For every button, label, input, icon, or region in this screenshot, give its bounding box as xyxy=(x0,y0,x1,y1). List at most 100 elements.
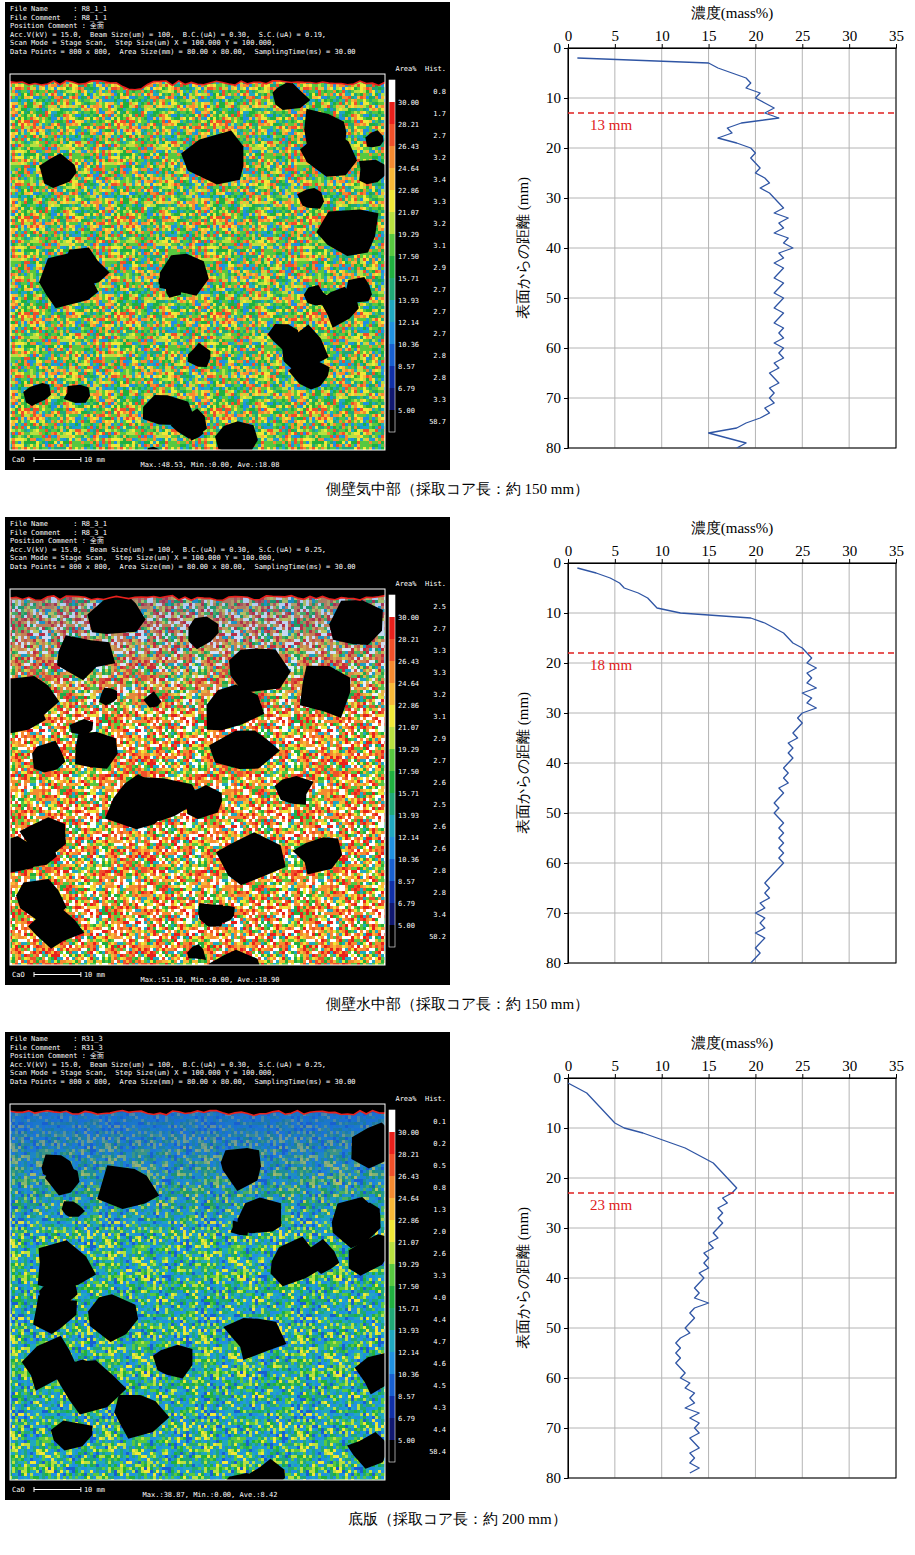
area-value: 2.0 xyxy=(433,1228,446,1236)
area-value: 3.1 xyxy=(433,713,446,721)
x-tick: 20 xyxy=(748,543,763,563)
scale-level: 28.21 xyxy=(398,1151,419,1159)
x-tick: 25 xyxy=(795,543,810,563)
x-tick-label: 5 xyxy=(612,28,620,44)
scale-level: 5.00 xyxy=(398,1437,415,1445)
annotation-label: 18 mm xyxy=(590,657,632,673)
area-value: 4.3 xyxy=(433,1404,446,1412)
y-tick-mark xyxy=(564,913,568,914)
hist-title: Area% Hist. xyxy=(395,1095,446,1103)
scale-band xyxy=(389,1374,395,1396)
grid-line-y xyxy=(568,1328,896,1329)
scale-frame xyxy=(389,1110,395,1462)
y-axis: 01020304050607080 xyxy=(546,555,569,971)
area-value: 2.7 xyxy=(433,757,446,765)
y-tick: 40 xyxy=(546,1270,568,1286)
x-tick-mark xyxy=(802,559,803,563)
scale-bar-label: 10 mm xyxy=(84,1486,105,1494)
scale-bar xyxy=(34,459,81,460)
scale-level: 24.64 xyxy=(398,680,419,688)
x-tick-label: 15 xyxy=(702,28,717,44)
scale-band xyxy=(389,344,395,366)
map-background xyxy=(5,517,450,985)
aggregate xyxy=(216,832,286,885)
x-axis-title: 濃度(mass%) xyxy=(691,5,774,22)
y-tick: 40 xyxy=(546,240,568,256)
aggregate xyxy=(347,1432,385,1469)
scale-level: 22.86 xyxy=(398,187,419,195)
area-value: 2.9 xyxy=(433,735,446,743)
y-tick: 0 xyxy=(554,40,569,56)
y-tick-mark xyxy=(564,813,568,814)
aggregate xyxy=(146,447,160,450)
area-value: 4.6 xyxy=(433,1360,446,1368)
scale-band xyxy=(389,617,395,639)
aggregate xyxy=(208,950,261,965)
area-value: 3.4 xyxy=(433,911,446,919)
map-background xyxy=(5,1032,450,1500)
aggregate xyxy=(23,383,51,406)
plot-frame xyxy=(568,1078,896,1478)
area-value: 0.1 xyxy=(433,1118,446,1126)
y-tick-mark xyxy=(564,48,568,49)
scale-level: 8.57 xyxy=(398,1393,415,1401)
x-tick-label: 10 xyxy=(655,28,670,44)
x-tick: 0 xyxy=(565,28,573,48)
hist-title: Area% Hist. xyxy=(395,580,446,588)
y-axis-title: 表面からの距離 (mm) xyxy=(515,1207,532,1349)
area-value: 0.8 xyxy=(433,88,446,96)
area-value: 3.4 xyxy=(433,176,446,184)
y-tick-mark xyxy=(564,198,568,199)
x-tick-mark xyxy=(568,559,569,563)
y-tick: 20 xyxy=(546,140,568,156)
x-tick-label: 30 xyxy=(842,1058,857,1074)
scale-level: 21.07 xyxy=(398,724,419,732)
profile-chart: 0510152025303501020304050607080濃度(mass%)… xyxy=(515,520,904,971)
scale-level: 12.14 xyxy=(398,1349,419,1357)
scale-bar-label: 10 mm xyxy=(84,456,105,464)
scale-band xyxy=(389,815,395,837)
x-tick-mark xyxy=(615,559,616,563)
aggregate xyxy=(22,1336,77,1391)
scale-level: 10.36 xyxy=(398,341,419,349)
map-header: File Name : R8_1_1 xyxy=(10,5,107,13)
x-tick-label: 5 xyxy=(612,1058,620,1074)
aggregate xyxy=(188,616,218,649)
y-tick: 80 xyxy=(546,440,568,456)
scale-band xyxy=(389,300,395,322)
area-value: 2.7 xyxy=(433,308,446,316)
scale-bar-end xyxy=(80,1487,81,1492)
scale-level: 15.71 xyxy=(398,790,419,798)
aggregate xyxy=(329,600,383,645)
scale-band xyxy=(389,793,395,815)
scale-level: 26.43 xyxy=(398,1173,419,1181)
y-tick-mark xyxy=(564,98,568,99)
x-axis: 05101520253035 xyxy=(565,543,904,564)
x-tick-mark xyxy=(849,1074,850,1078)
scale-level: 15.71 xyxy=(398,1305,419,1313)
aggregate xyxy=(39,153,76,188)
scale-level: 30.00 xyxy=(398,99,419,107)
scale-level: 26.43 xyxy=(398,143,419,151)
y-tick-mark xyxy=(564,763,568,764)
map-header: Position Comment : 全面 xyxy=(10,537,104,545)
x-tick-mark xyxy=(709,1074,710,1078)
x-axis-title: 濃度(mass%) xyxy=(691,1035,774,1052)
x-tick-label: 35 xyxy=(889,543,904,559)
scale-band xyxy=(389,859,395,881)
panel-caption: 側壁水中部（採取コア長：約 150 mm） xyxy=(326,996,589,1012)
x-tick-label: 20 xyxy=(748,1058,763,1074)
y-tick-label: 20 xyxy=(546,1170,561,1186)
aggregate xyxy=(88,1294,138,1342)
plot-marks xyxy=(568,568,896,963)
y-tick-label: 10 xyxy=(546,605,561,621)
area-value: 0.2 xyxy=(433,1140,446,1148)
y-tick-label: 80 xyxy=(546,1470,561,1486)
scale-level: 24.64 xyxy=(398,165,419,173)
area-value: 3.3 xyxy=(433,396,446,404)
scale-band xyxy=(389,322,395,344)
scale-band xyxy=(389,1440,395,1462)
aggregate xyxy=(171,408,207,438)
map-area xyxy=(10,81,385,450)
x-tick-mark xyxy=(568,44,569,48)
